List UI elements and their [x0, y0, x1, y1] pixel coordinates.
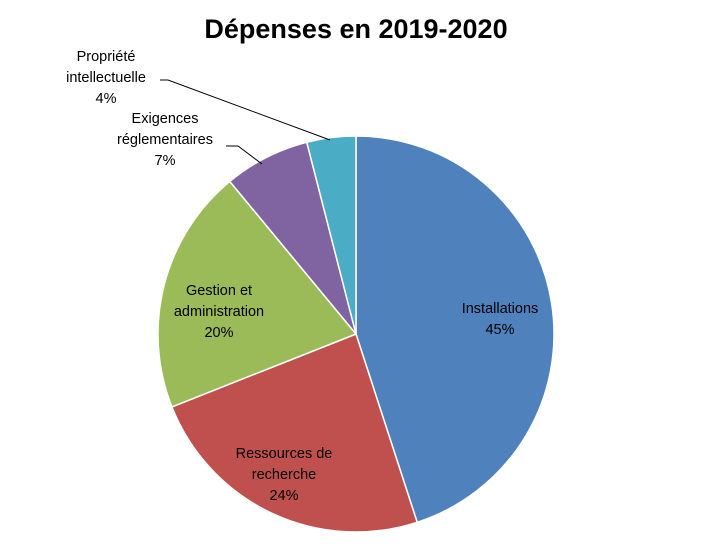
pie-slice-1 [170, 333, 419, 533]
leader-lines [160, 79, 331, 165]
pie-slice-0 [355, 135, 555, 524]
slice-percent-label: 4% [96, 91, 117, 107]
slice-percent-label: 20% [204, 325, 233, 341]
leader-line-3 [226, 145, 263, 165]
slice-name-line: Gestion et [186, 283, 252, 299]
slice-percent-label: 24% [269, 488, 298, 504]
slice-name-line: administration [174, 304, 264, 320]
slice-label-2: Gestion et administration 20% [174, 283, 264, 341]
slice-name-line: intellectuelle [66, 70, 146, 86]
slice-name-line: réglementaires [117, 132, 213, 148]
leader-line-4 [160, 79, 331, 141]
pie-slice-2 [157, 180, 358, 408]
slice-name-line: recherche [252, 467, 316, 483]
slice-percent-label: 7% [155, 153, 176, 169]
chart-title: Dépenses en 2019-2020 [204, 14, 507, 44]
slice-name-line: Installations [462, 301, 539, 317]
slice-name-line: Exigences [132, 111, 199, 127]
slice-name-line: Ressources de [236, 446, 333, 462]
slice-label-1: Ressources de recherche 24% [236, 446, 333, 504]
slice-label-3: Exigences réglementaires 7% [117, 111, 213, 169]
slice-percent-label: 45% [485, 322, 514, 338]
pie-slices [157, 135, 555, 533]
slice-label-0: Installations 45% [462, 301, 539, 338]
slice-labels: Installations 45% Ressources de recherche 24… [66, 49, 538, 504]
slice-name-line: Propriété [77, 49, 136, 65]
slice-label-4: Propriété intellectuelle 4% [66, 49, 146, 107]
pie-slice-4 [305, 135, 357, 335]
